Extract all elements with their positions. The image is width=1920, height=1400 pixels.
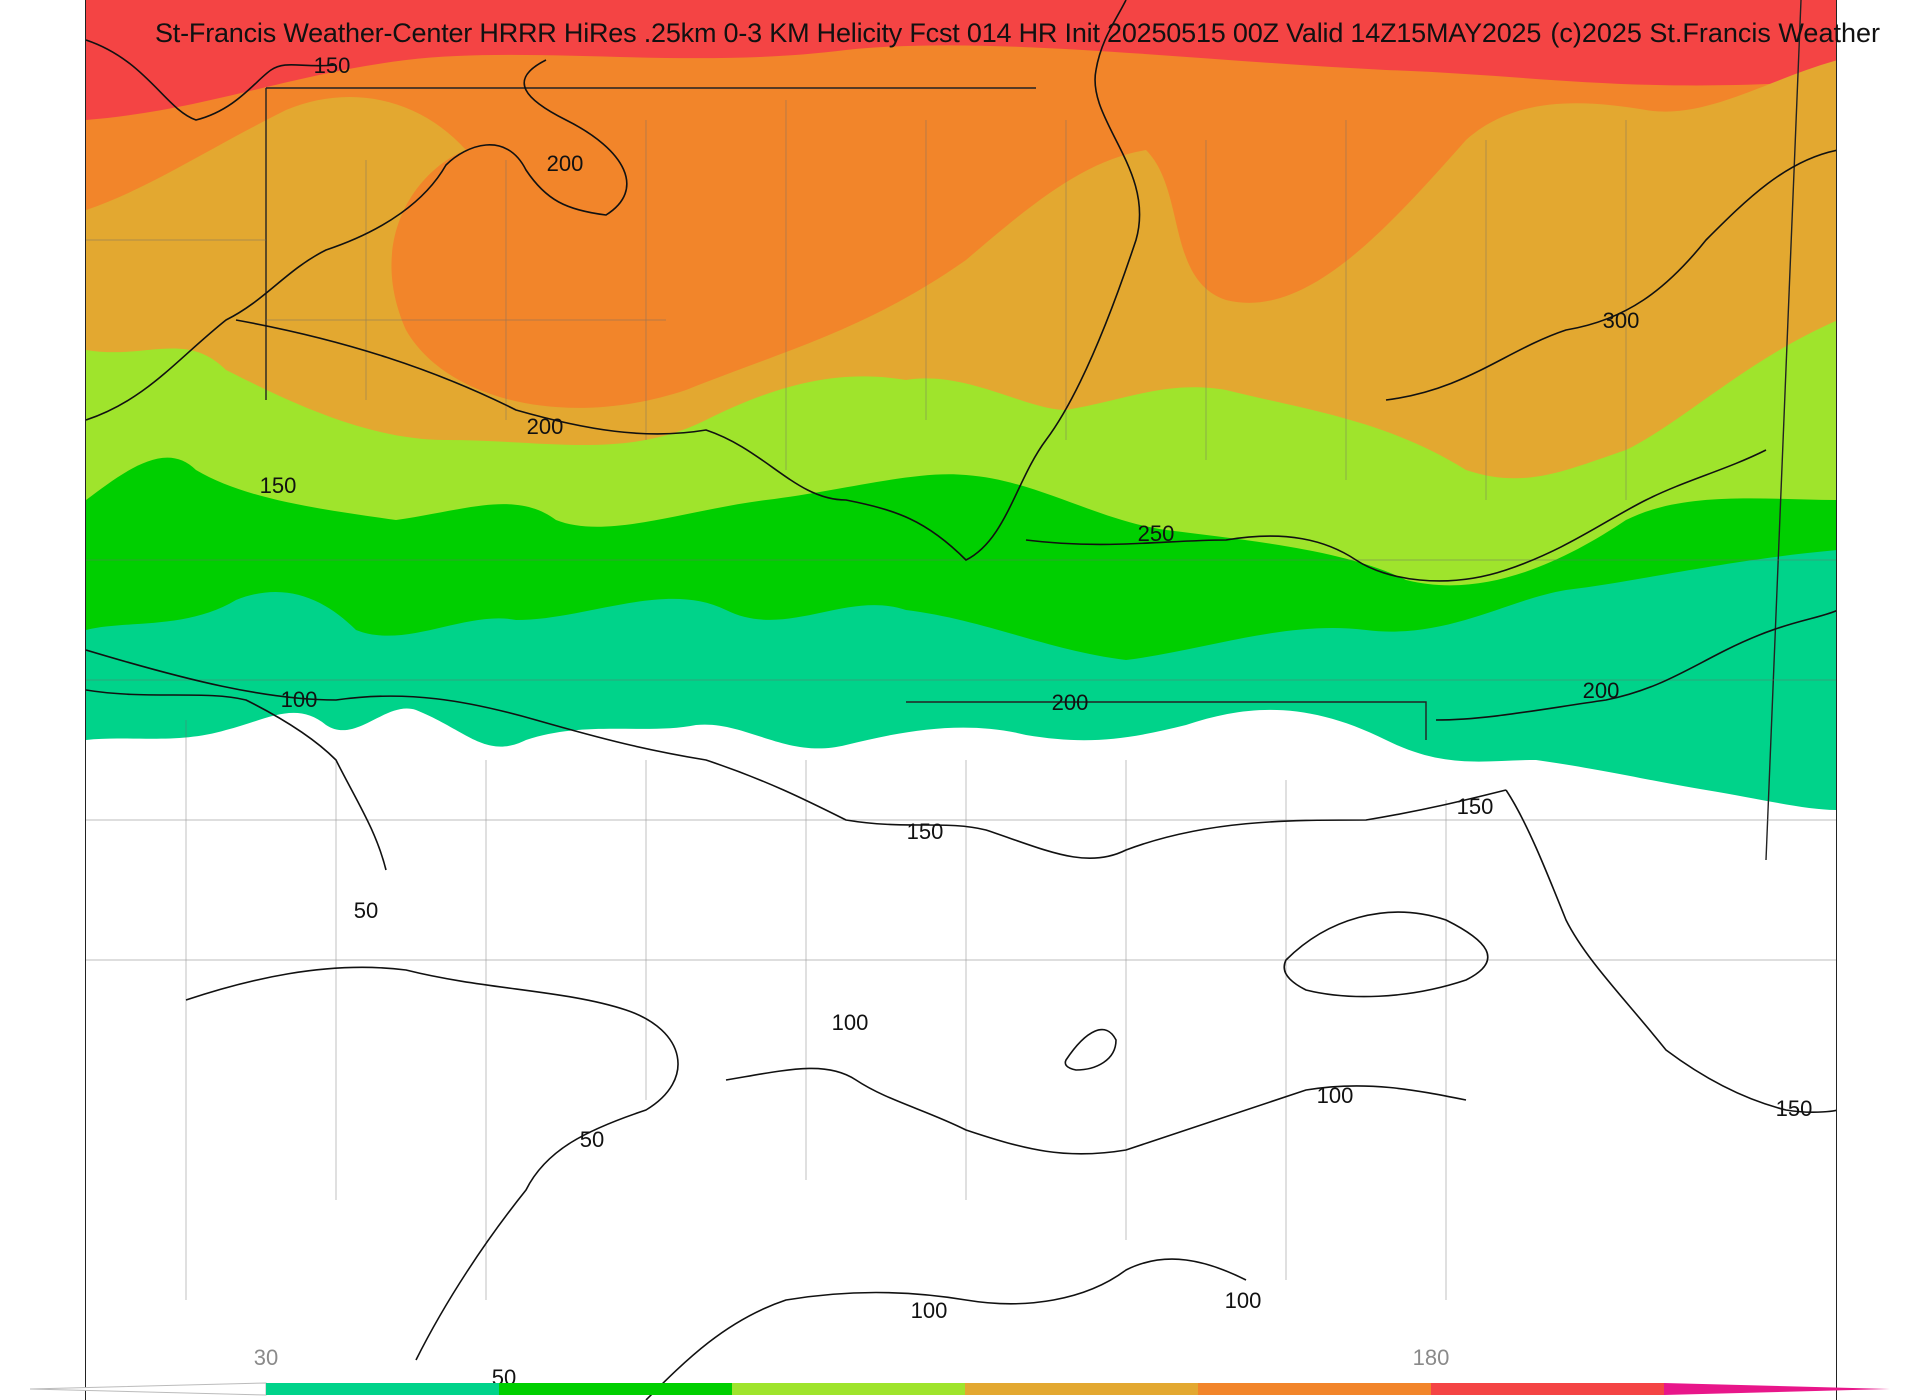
- contour-300: [1385, 149, 1836, 401]
- contour-150-far-east: [1505, 789, 1836, 1113]
- contour-200-west: [86, 59, 628, 421]
- contour-150-north: [86, 39, 337, 121]
- contour-label: 200: [1582, 678, 1620, 703]
- contour-label: 100: [910, 1298, 948, 1323]
- helicity-fill: [86, 0, 1836, 1400]
- contour-label: 100: [280, 687, 318, 712]
- contour-100-west: [86, 689, 387, 871]
- helicity-map: [86, 0, 1836, 1400]
- colorbar-tick-label: 30: [253, 1345, 279, 1370]
- contour-label: 150: [906, 819, 944, 844]
- contour-label: 300: [1602, 308, 1640, 333]
- state-border-south: [906, 701, 1427, 740]
- helicity-colorbar: [30, 1382, 1890, 1396]
- map-title: St-Francis Weather-Center HRRR HiRes .25…: [155, 18, 1542, 48]
- contour-label: 150: [1775, 1096, 1813, 1121]
- state-border-east: [1765, 0, 1802, 861]
- contour-loop-east: [1283, 911, 1489, 998]
- contour-label: 200: [546, 151, 584, 176]
- contour-label: 150: [1456, 794, 1494, 819]
- map-panel: [85, 0, 1837, 1400]
- colorbar-high-triangle: [1664, 1383, 1890, 1395]
- contour-200-east: [1435, 609, 1836, 721]
- contour-100-bottom: [645, 1258, 1247, 1400]
- contour-label: 150: [259, 473, 297, 498]
- state-borders: [265, 0, 1802, 861]
- contour-50: [185, 966, 679, 1361]
- contour-label: 100: [1224, 1288, 1262, 1313]
- contour-label: 200: [526, 414, 564, 439]
- colorbar-segment-2: [499, 1383, 732, 1395]
- contour-100-south: [725, 1067, 1467, 1155]
- contour-250: [1025, 449, 1767, 582]
- contour-label: 100: [1316, 1083, 1354, 1108]
- contour-label: 200: [1051, 690, 1089, 715]
- band-none: [86, 708, 1836, 1400]
- colorbar-tick-label: 180: [1412, 1345, 1450, 1370]
- colorbar-segment-1: [266, 1383, 499, 1395]
- contour-label: 250: [1137, 521, 1175, 546]
- colorbar-low-triangle: [30, 1382, 267, 1396]
- contour-label: 150: [313, 53, 351, 78]
- colorbar-segment-3: [732, 1383, 965, 1395]
- contour-loop-central: [1064, 1028, 1117, 1071]
- helicity-contours: [86, 0, 1836, 1400]
- colorbar-segment-5: [1198, 1383, 1431, 1395]
- contour-label: 50: [353, 898, 379, 923]
- contour-200-central: [235, 0, 1141, 561]
- colorbar-segment-4: [965, 1383, 1198, 1395]
- county-lines: [86, 100, 1836, 1300]
- contour-label: 100: [831, 1010, 869, 1035]
- colorbar-segment-6: [1431, 1383, 1664, 1395]
- contour-label: 50: [579, 1127, 605, 1152]
- map-credit: (c)2025 St.Francis Weather: [1550, 18, 1880, 48]
- contour-150-central: [86, 649, 1507, 860]
